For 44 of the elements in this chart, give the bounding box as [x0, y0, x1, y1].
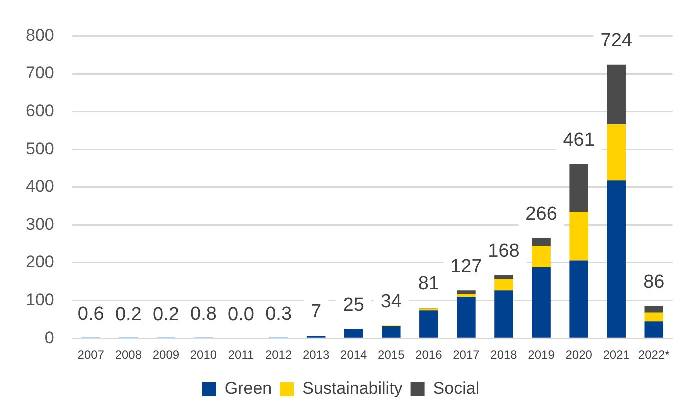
total-label: 0.0	[228, 304, 254, 326]
x-tick-label: 2008	[115, 348, 142, 362]
total-label: 0.3	[266, 304, 292, 326]
total-label: 127	[450, 256, 482, 278]
y-tick-label: 200	[26, 252, 54, 272]
x-tick-label: 2017	[453, 348, 480, 362]
y-tick-label: 800	[26, 26, 54, 45]
x-tick-label: 2014	[340, 348, 368, 362]
x-tick-label: 2013	[302, 348, 330, 362]
total-label: 0.6	[78, 304, 104, 326]
legend-label: Green	[224, 379, 272, 398]
x-tick-label: 2012	[265, 348, 292, 362]
total-label: 266	[526, 204, 558, 225]
total-label: 0.2	[152, 304, 180, 326]
x-tick-label: 2015	[378, 348, 406, 362]
x-tick-label: 2011	[228, 348, 254, 362]
total-label: 0.2	[115, 304, 142, 326]
x-tick-label: 2022*	[638, 348, 670, 362]
x-tick-label: 2007	[78, 348, 105, 362]
x-tick-label: 2020	[566, 348, 593, 362]
total-label: 81	[418, 274, 440, 295]
y-tick-label: 300	[26, 214, 54, 234]
x-tick-label: 2009	[152, 348, 180, 362]
y-tick-label: 600	[26, 101, 54, 120]
legend-label: Social	[433, 379, 480, 398]
total-label: 0.8	[190, 304, 217, 326]
x-tick-label: 2019	[528, 348, 556, 362]
total-label: 724	[600, 30, 633, 52]
y-tick-label: 0	[44, 328, 54, 348]
total-label: 25	[343, 294, 364, 316]
total-label: 7	[311, 302, 322, 323]
y-tick-label: 700	[26, 64, 54, 83]
x-tick-label: 2018	[490, 348, 518, 362]
y-tick-label: 500	[26, 139, 54, 158]
total-label: 461	[563, 130, 595, 152]
x-tick-label: 2021	[603, 348, 630, 362]
total-label: 86	[644, 272, 665, 293]
y-tick-label: 100	[26, 290, 54, 310]
y-tick-label: 400	[26, 177, 54, 196]
legend-label: Sustainability	[302, 379, 404, 398]
x-tick-label: 2010	[190, 348, 218, 362]
total-label: 34	[380, 291, 402, 312]
total-label: 168	[488, 240, 520, 262]
x-tick-label: 2016	[416, 348, 443, 362]
